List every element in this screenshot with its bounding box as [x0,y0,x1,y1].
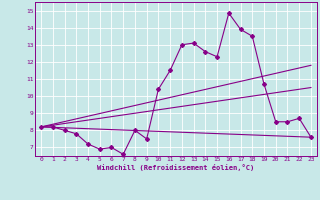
X-axis label: Windchill (Refroidissement éolien,°C): Windchill (Refroidissement éolien,°C) [97,164,255,171]
